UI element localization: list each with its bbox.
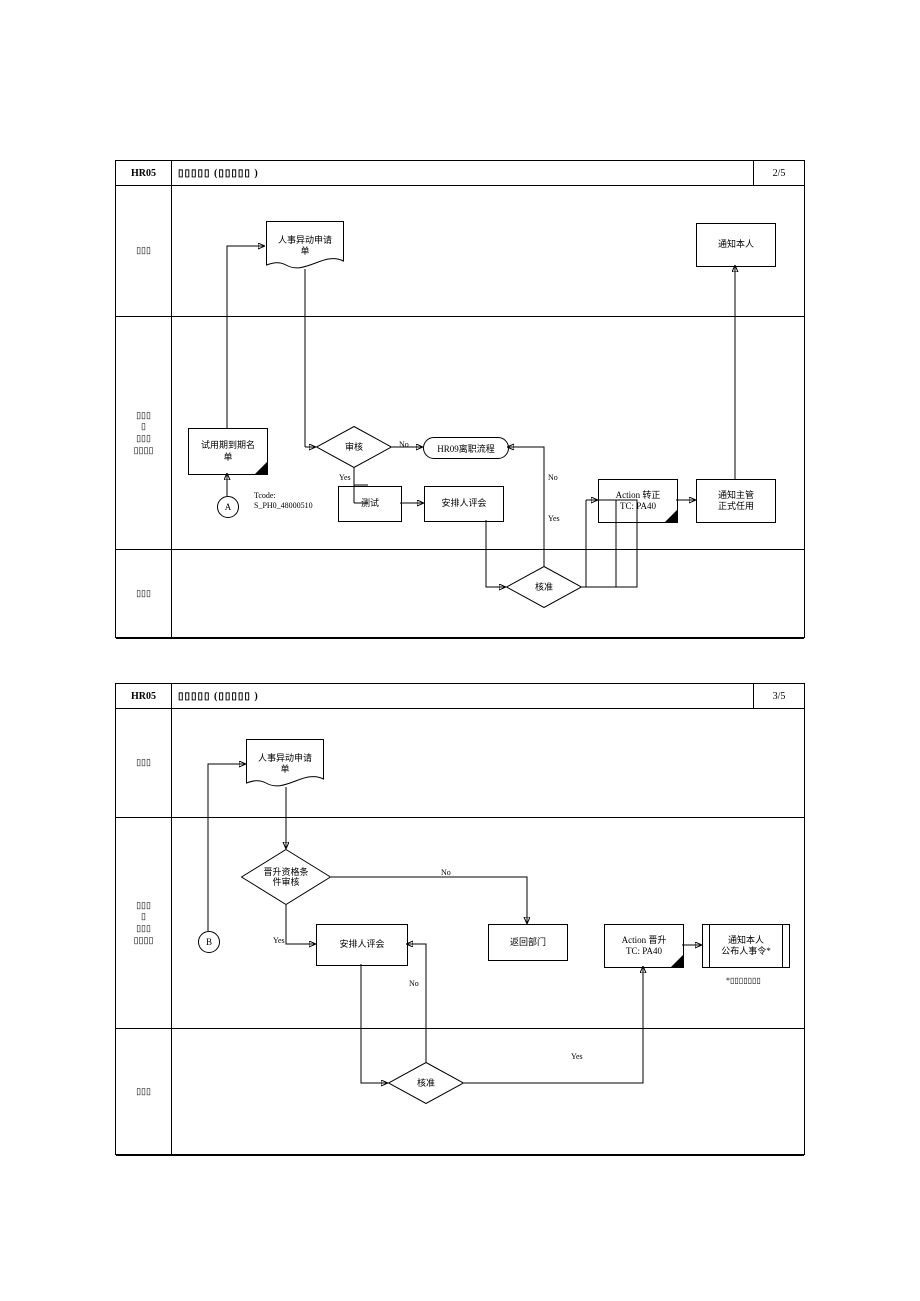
swimlane-chart-page2: HR05 ▯▯▯▯▯ (▯▯▯▯▯ ) 2/5 ▯▯▯ ▯▯▯ ▯ ▯▯▯ ▯▯… — [115, 160, 805, 638]
swimlane-chart-page3: HR05 ▯▯▯▯▯ (▯▯▯▯▯ ) 3/5 ▯▯▯ ▯▯▯ ▯ ▯▯▯ ▯▯… — [115, 683, 805, 1155]
connectors-extra — [116, 161, 804, 637]
connectors-2 — [116, 684, 804, 1154]
